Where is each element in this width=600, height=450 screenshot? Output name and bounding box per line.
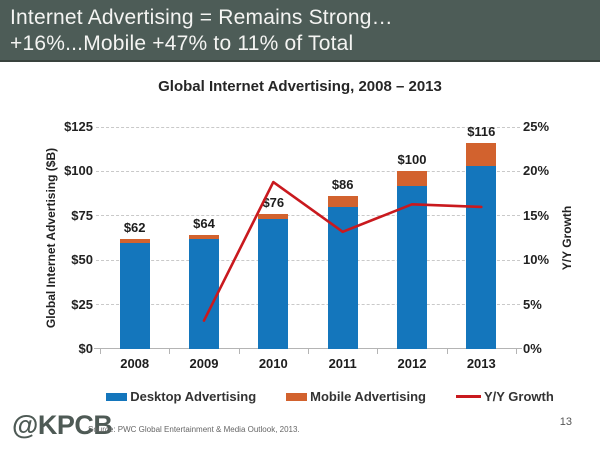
legend-item-mobile-advertising: Mobile Advertising [286, 389, 426, 404]
plot-area: $0 $25 $50 $75 $100 $125 0% 5% 10% 15% 20% 25% $62 20… [64, 119, 549, 371]
bar-segment-mobile [119, 238, 150, 243]
left-axis-tick-label: $100 [64, 163, 93, 179]
bar-2011 [327, 196, 358, 349]
right-axis-tick-label: 15% [523, 207, 550, 223]
kpcb-logo: @KPCB [12, 410, 113, 440]
legend: Desktop Advertising Mobile Advertising Y/Y… [90, 389, 570, 404]
legend-swatch-line [455, 395, 481, 398]
x-axis-tick [308, 349, 309, 354]
page-number: 13 [559, 416, 572, 428]
right-axis-tick-label: 20% [523, 163, 550, 179]
bar-segment-desktop [189, 238, 219, 349]
bar-total-label: $76 [262, 195, 285, 210]
x-axis-label: 2010 [258, 356, 288, 371]
source-note: Source: PWC Global Entertainment & Media… [88, 425, 300, 434]
growth-line-layer [202, 180, 483, 322]
x-axis-label: 2013 [466, 356, 496, 371]
bar-total-label: $116 [467, 124, 496, 139]
x-axis-label: 2011 [328, 356, 357, 371]
x-axis-tick [516, 349, 517, 354]
bar-2012 [397, 171, 427, 349]
legend-label: Y/Y Growth [483, 389, 554, 404]
x-axis-tick [446, 349, 448, 354]
bar-2009 [189, 235, 219, 349]
bar-total-label: $100 [397, 152, 427, 168]
x-axis-tick [238, 349, 240, 354]
gridline [96, 170, 520, 172]
legend-swatch-rect [286, 392, 308, 401]
x-axis-label: 2008 [120, 356, 150, 371]
gridline [96, 126, 520, 128]
bar-total-label: $86 [331, 177, 354, 193]
bar-2008 [119, 238, 150, 349]
banner-line-2: +16%...Mobile +47% to 11% of Total [10, 32, 354, 55]
left-axis-tick-label: $25 [71, 296, 93, 312]
x-axis-tick [377, 349, 379, 354]
left-axis-tick-label: $0 [78, 341, 93, 356]
x-axis-tick [100, 349, 101, 354]
bar-2013 [466, 143, 497, 349]
bar-segment-mobile [397, 171, 427, 186]
x-axis-label: 2009 [189, 356, 219, 371]
gridline [96, 304, 520, 306]
bar-segment-desktop [397, 185, 427, 349]
x-axis-label: 2012 [397, 356, 427, 371]
left-axis-title: Global Internet Advertising ($B) [44, 147, 58, 329]
gridline [96, 215, 520, 217]
bar-segment-desktop [119, 242, 150, 349]
right-axis-tick-label: 25% [523, 119, 550, 134]
legend-label: Desktop Advertising [130, 389, 257, 404]
x-axis-line [94, 348, 522, 349]
legend-label: Mobile Advertising [310, 389, 426, 404]
bar-segment-mobile [327, 196, 358, 207]
bar-segment-desktop [258, 219, 289, 349]
legend-swatch-rect [106, 392, 128, 401]
chart-title: Global Internet Advertising, 2008 – 2013 [158, 78, 442, 95]
bar-segment-desktop [327, 207, 358, 349]
bar-segment-mobile [466, 143, 497, 167]
left-axis-tick-label: $125 [64, 119, 93, 134]
gridline [96, 259, 520, 261]
bar-segment-desktop [466, 166, 497, 349]
x-axis-tick [169, 349, 171, 354]
left-axis-tick-label: $50 [71, 252, 93, 268]
right-axis-title: Y/Y Growth [560, 205, 574, 271]
title-banner: Internet Advertising = Remains Strong… +… [0, 0, 600, 62]
right-axis-tick-label: 0% [523, 341, 542, 356]
bar-2010 [258, 214, 289, 349]
bar-total-label: $62 [123, 219, 146, 235]
legend-item-desktop-advertising: Desktop Advertising [106, 389, 256, 404]
right-axis-tick-label: 10% [523, 252, 550, 268]
banner-line-1: Internet Advertising = Remains Strong… [10, 6, 393, 29]
bar-total-label: $64 [193, 216, 215, 232]
legend-item-y-y-growth: Y/Y Growth [455, 389, 554, 404]
left-axis-tick-label: $75 [71, 207, 93, 223]
right-axis-tick-label: 5% [523, 296, 542, 312]
